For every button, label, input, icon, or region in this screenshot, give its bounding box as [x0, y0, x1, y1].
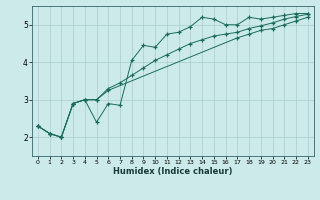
X-axis label: Humidex (Indice chaleur): Humidex (Indice chaleur)	[113, 167, 233, 176]
